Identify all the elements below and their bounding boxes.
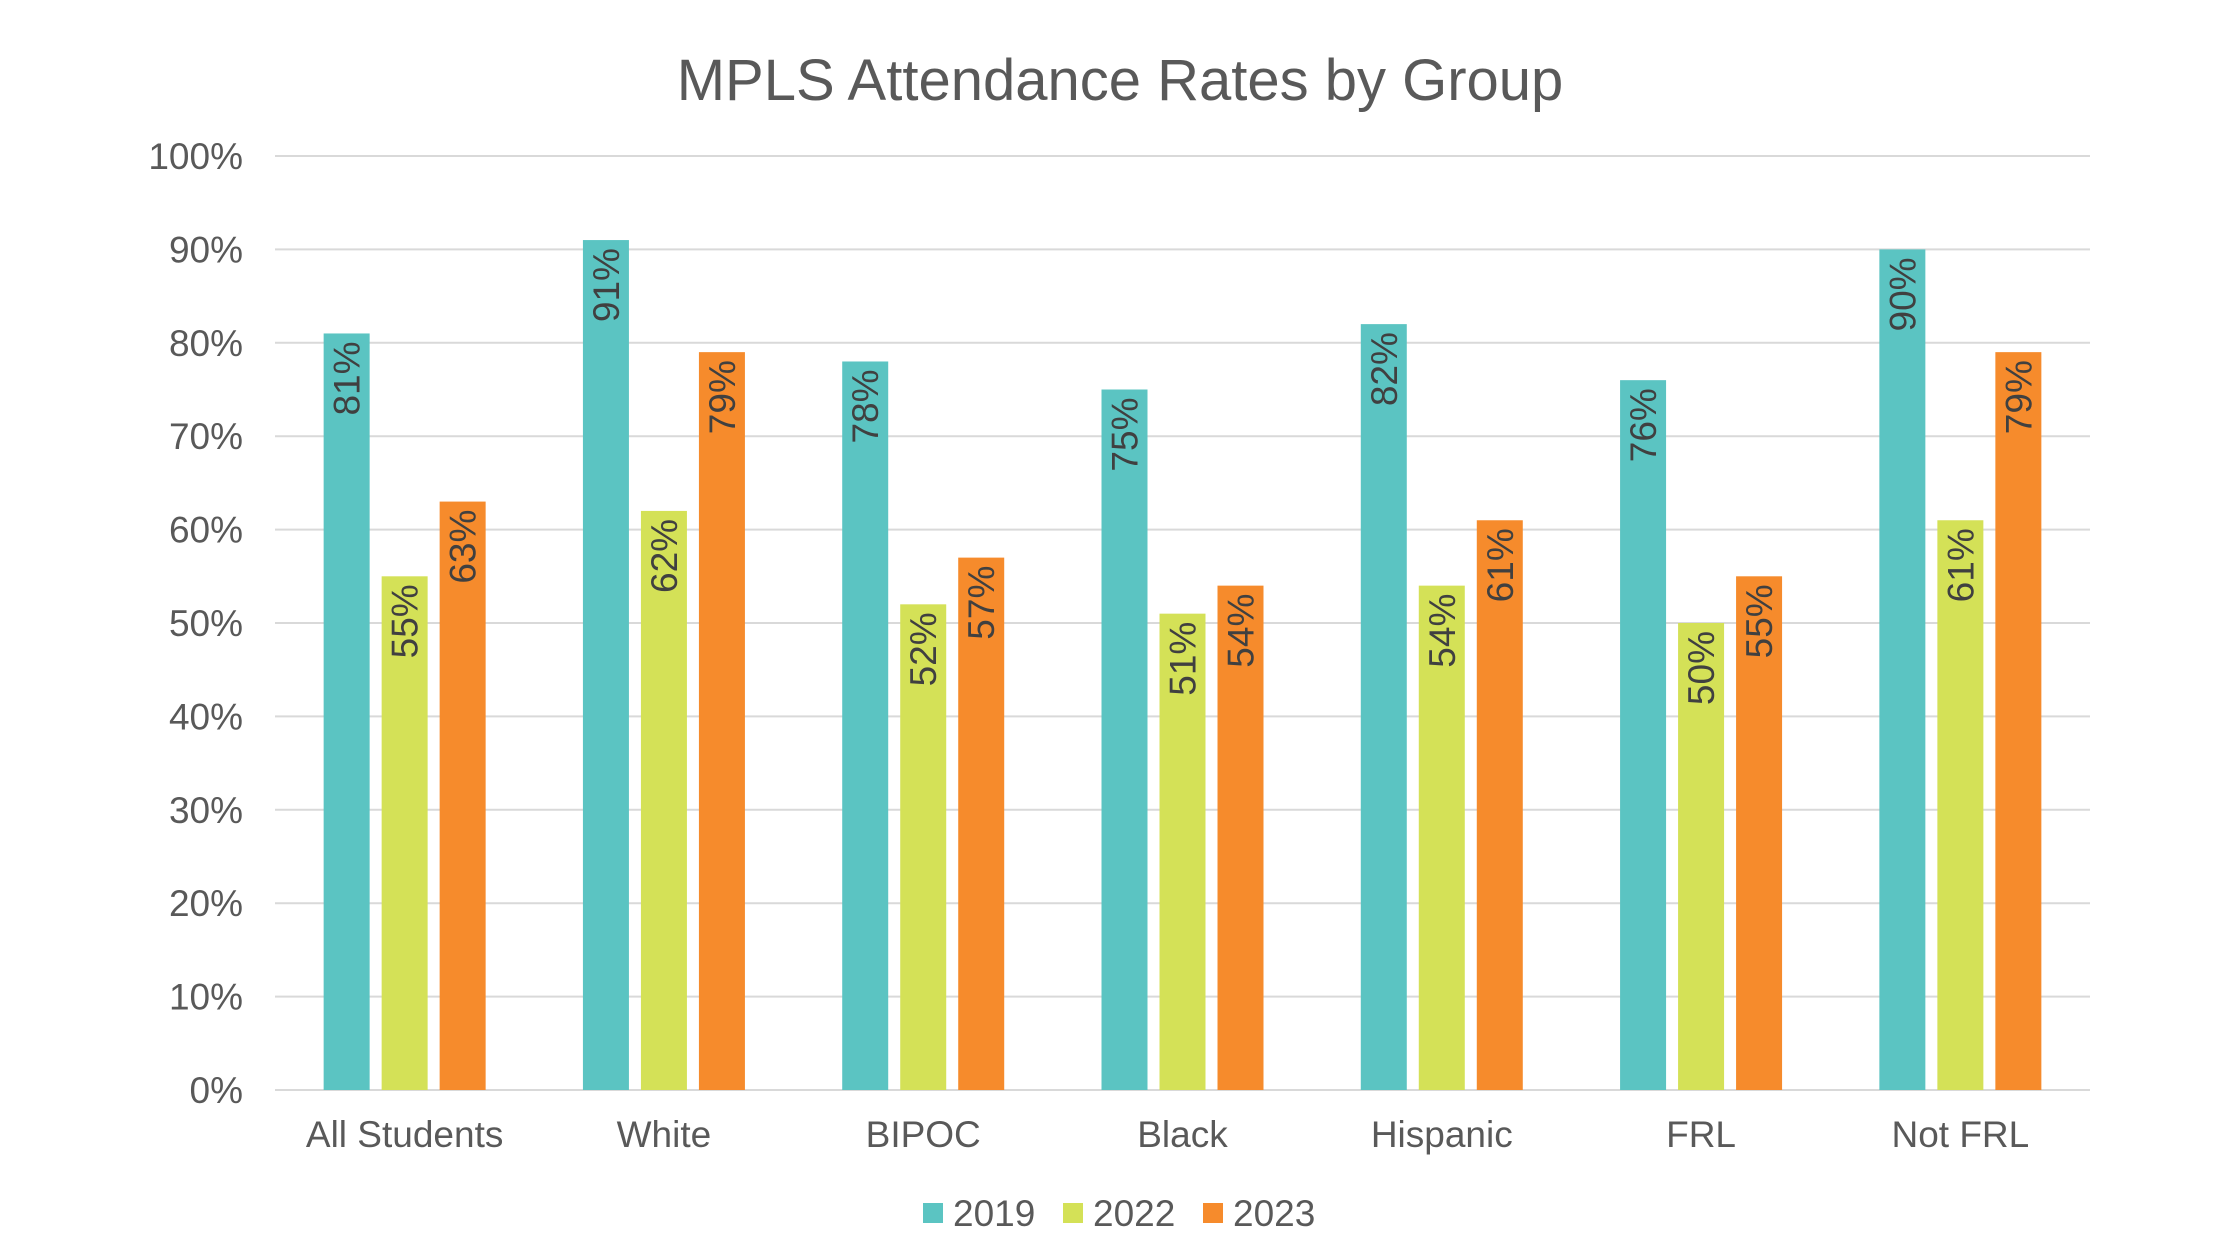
data-label: 76%: [1623, 388, 1664, 462]
bar-2019-not-frl: [1879, 249, 1926, 1090]
bar-2022-frl: [1678, 623, 1725, 1090]
data-label: 81%: [327, 341, 368, 415]
bar-2022-hispanic: [1418, 585, 1465, 1090]
y-tick-label: 100%: [148, 136, 243, 177]
data-label: 51%: [1163, 622, 1204, 696]
bar-2019-hispanic: [1360, 324, 1407, 1090]
y-tick-label: 40%: [169, 696, 243, 737]
bar-2022-bipoc: [900, 604, 947, 1090]
data-label: 63%: [443, 510, 484, 584]
y-tick-label: 60%: [169, 510, 243, 551]
y-tick-label: 20%: [169, 883, 243, 924]
bar-2023-black: [1217, 585, 1264, 1090]
x-tick-label: BIPOC: [866, 1114, 981, 1155]
data-label: 62%: [644, 519, 685, 593]
bar-2019-bipoc: [842, 361, 889, 1091]
x-tick-label: Black: [1137, 1114, 1228, 1155]
legend-item-2022: 2022: [1063, 1193, 1175, 1234]
legend-item-2023: 2023: [1203, 1193, 1315, 1234]
legend-label: 2023: [1233, 1193, 1315, 1234]
bar-2019-black: [1101, 389, 1148, 1090]
legend-item-2019: 2019: [923, 1193, 1035, 1234]
bar-2023-frl: [1736, 576, 1783, 1090]
bar-2023-all-students: [439, 501, 486, 1091]
bar-2019-all-students: [323, 333, 370, 1091]
y-axis-ticks: 0% 10% 20% 30% 40% 50% 60% 70% 80% 90% 100%: [148, 136, 243, 1111]
bar-2023-bipoc: [958, 557, 1005, 1090]
data-label: 82%: [1364, 332, 1405, 406]
bar-2023-hispanic: [1476, 520, 1523, 1090]
x-tick-label: White: [617, 1114, 712, 1155]
x-axis-ticks: All Students White BIPOC Black Hispanic FRL No…: [306, 1114, 2029, 1155]
legend-swatch: [1063, 1203, 1083, 1223]
data-label: 90%: [1882, 257, 1923, 331]
data-label: 55%: [1739, 584, 1780, 658]
bar-2022-not-frl: [1937, 520, 1984, 1090]
chart-title: MPLS Attendance Rates by Group: [677, 48, 1564, 113]
data-label: 54%: [1221, 594, 1262, 668]
x-tick-label: Not FRL: [1891, 1114, 2029, 1155]
y-tick-label: 10%: [169, 977, 243, 1018]
data-label: 61%: [1940, 528, 1981, 602]
bar-2022-white: [640, 510, 687, 1090]
bar-2022-all-students: [381, 576, 428, 1090]
x-tick-label: FRL: [1666, 1114, 1736, 1155]
legend-swatch: [1203, 1203, 1223, 1223]
y-tick-label: 0%: [190, 1070, 243, 1111]
data-label: 91%: [586, 248, 627, 322]
legend-label: 2022: [1093, 1193, 1175, 1234]
data-label: 75%: [1105, 398, 1146, 472]
bar-2023-white: [698, 352, 745, 1090]
bar-2019-white: [582, 240, 629, 1090]
data-label: 79%: [1998, 360, 2039, 434]
y-tick-label: 90%: [169, 229, 243, 270]
data-label: 55%: [385, 584, 426, 658]
data-label: 61%: [1480, 528, 1521, 602]
data-label: 79%: [702, 360, 743, 434]
legend-label: 2019: [953, 1193, 1035, 1234]
bars: [323, 240, 2042, 1091]
bar-2019-frl: [1620, 380, 1667, 1090]
bar-2022-black: [1159, 613, 1206, 1090]
data-label: 54%: [1422, 594, 1463, 668]
legend: 2019 2022 2023: [923, 1193, 1315, 1234]
legend-swatch: [923, 1203, 943, 1223]
y-tick-label: 80%: [169, 323, 243, 364]
data-label: 57%: [961, 566, 1002, 640]
bar-2023-not-frl: [1995, 352, 2042, 1090]
data-label: 50%: [1681, 631, 1722, 705]
y-tick-label: 70%: [169, 416, 243, 457]
data-labels: 81% 55% 63% 91% 62% 79% 78% 52% 57% 75% 51% 54% 82% 5…: [327, 248, 2040, 705]
y-tick-label: 50%: [169, 603, 243, 644]
data-label: 78%: [845, 369, 886, 443]
x-tick-label: Hispanic: [1371, 1114, 1513, 1155]
x-tick-label: All Students: [306, 1114, 503, 1155]
y-tick-label: 30%: [169, 790, 243, 831]
data-label: 52%: [903, 612, 944, 686]
